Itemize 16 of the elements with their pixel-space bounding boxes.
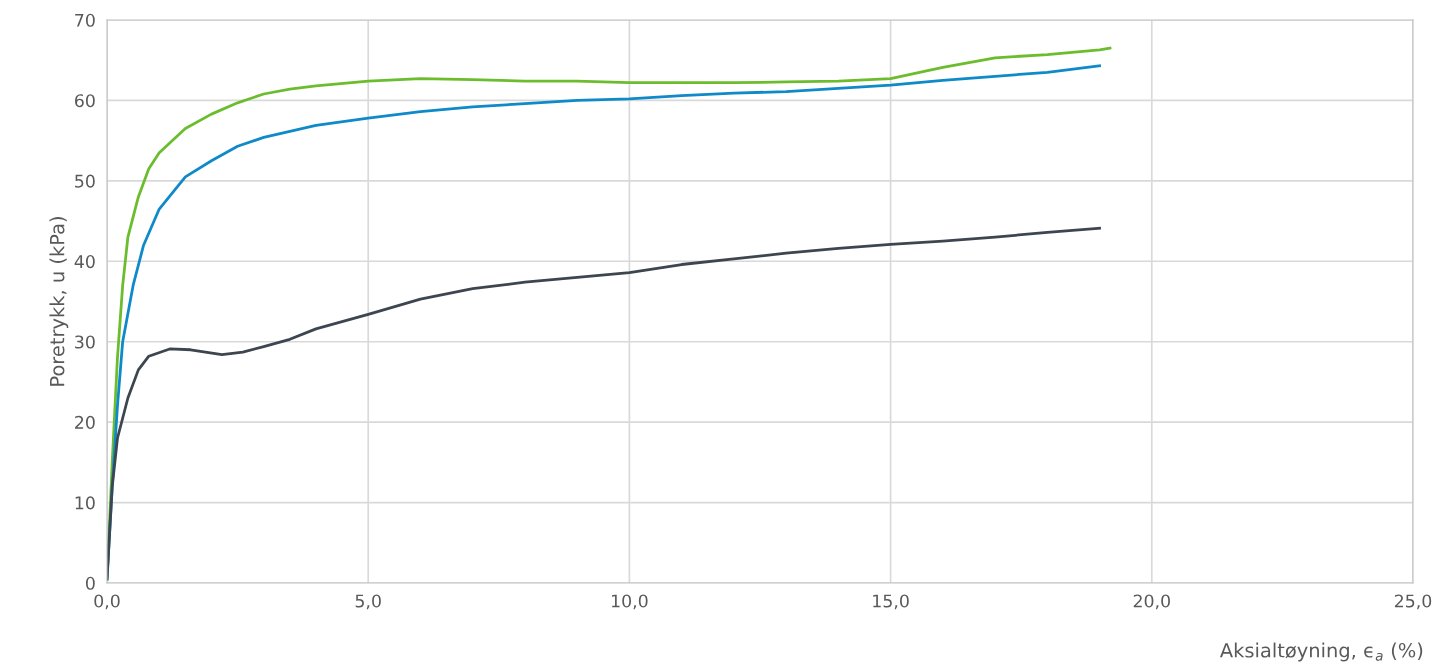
x-axis-title: Aksialtøyning, ϵ$_{a}$ (%) bbox=[1219, 642, 1423, 662]
y-tick-label: 10 bbox=[75, 496, 95, 510]
y-axis-title: Poretrykk, u (kPa) bbox=[49, 217, 69, 386]
x-tick-label: 15,0 bbox=[873, 594, 909, 610]
y-tick-label: 0 bbox=[85, 576, 95, 590]
x-tick-label: 10,0 bbox=[611, 594, 648, 610]
x-tick-label: 5,0 bbox=[355, 594, 381, 610]
y-tick-label: 50 bbox=[75, 174, 95, 188]
x-tick-label: 25,0 bbox=[1394, 594, 1432, 610]
y-tick-label: 40 bbox=[74, 255, 95, 269]
y-tick-label: 20 bbox=[75, 415, 95, 429]
x-tick-label: 20,0 bbox=[1133, 594, 1170, 610]
y-tick-label: 30 bbox=[75, 335, 95, 349]
y-tick-label: 70 bbox=[75, 13, 95, 27]
y-tick-label: 60 bbox=[75, 94, 95, 108]
x-tick-label: 0,0 bbox=[94, 594, 120, 610]
